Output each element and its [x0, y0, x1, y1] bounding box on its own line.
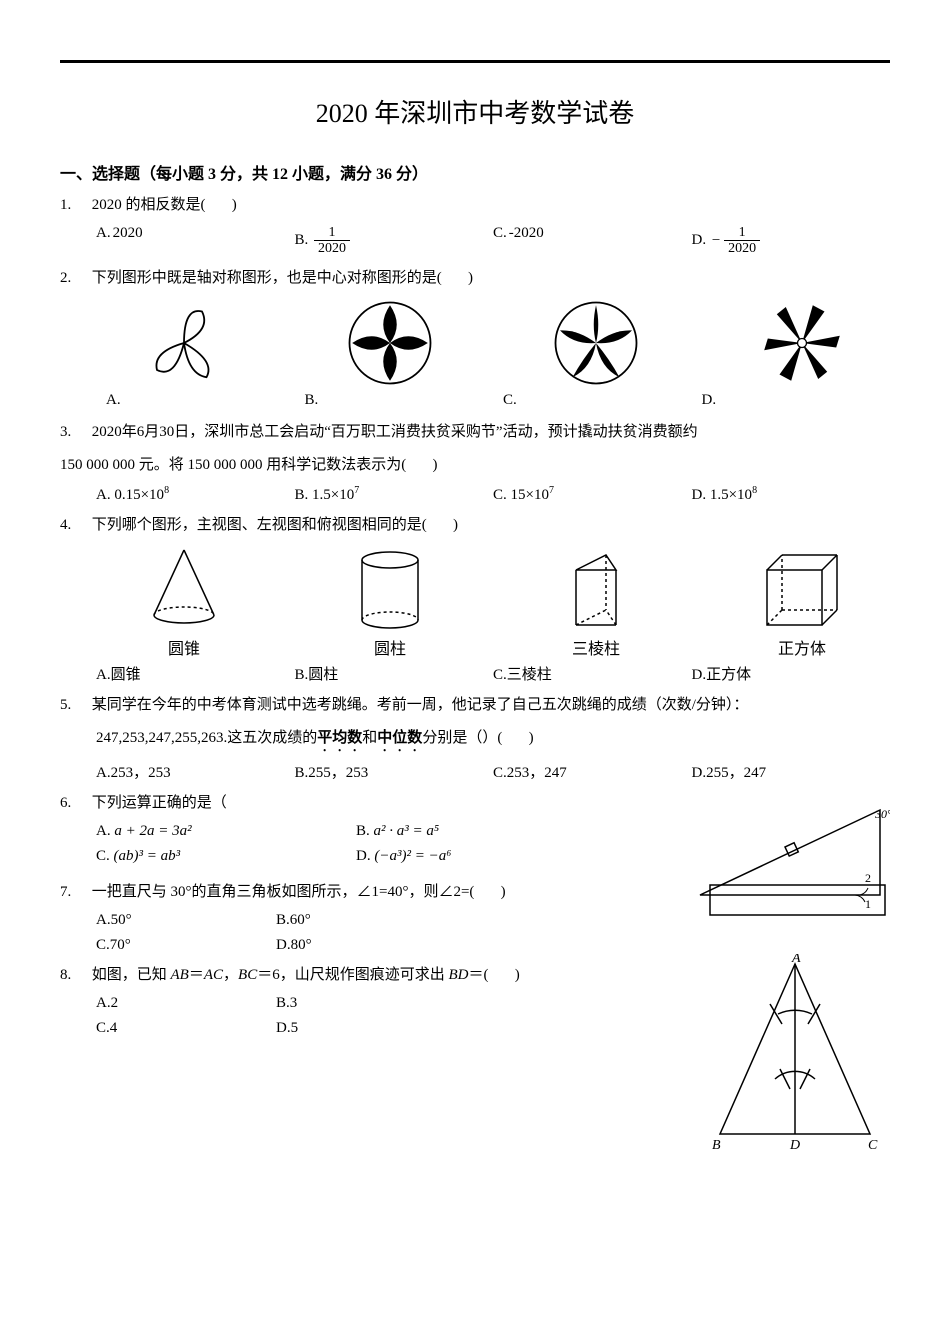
q4-figures: 圆锥 圆柱: [96, 545, 890, 659]
fig-label-1: 1: [865, 897, 871, 911]
q5-line2: 247,253,247,255,263.这五次成绩的平均数和中位数分别是（）( …: [96, 725, 890, 755]
cylinder-icon: [350, 545, 430, 635]
q4-figD: 正方体: [714, 545, 890, 659]
ruler-triangle-icon: 30° 2 1: [680, 800, 890, 940]
q4-figC: 三棱柱: [508, 545, 684, 659]
fig-angle-label: 30°: [874, 807, 890, 821]
q3-options: A. 0.15×108 B. 1.5×107 C. 15×107 D. 1.5×…: [96, 485, 890, 504]
q1-paren: ): [209, 192, 259, 219]
q1-optD: D. − 12020: [692, 225, 891, 257]
top-rule: [60, 60, 890, 63]
q1-optC: C.-2020: [493, 225, 692, 257]
q1-optA: A.2020: [96, 225, 295, 257]
section-header: 一、选择题（每小题 3 分，共 12 小题，满分 36 分）: [60, 160, 890, 184]
isoceles-construction-icon: A B D C: [700, 954, 890, 1154]
q1-optB: B. 12020: [295, 225, 494, 257]
q2-figB: [302, 298, 478, 388]
q1-number: 1.: [60, 192, 88, 219]
fan-6-icon: [757, 298, 847, 388]
q3-optB: B. 1.5×107: [295, 485, 494, 504]
quatrefoil-icon: [345, 298, 435, 388]
q6-optC: C. (ab)³ = ab³: [96, 848, 356, 865]
q8-options: A.2 B.3 C.4 D.5: [96, 995, 456, 1037]
q3-optD: D. 1.5×108: [692, 485, 891, 504]
question-3: 3. 2020年6月30日，深圳市总工会启动“百万职工消费扶贫采购节”活动，预计…: [60, 419, 890, 446]
q1-text: 2020 的相反数是(: [92, 197, 206, 213]
q8-figure: A B D C: [700, 954, 890, 1159]
q6-optD: D. (−a³)² = −a⁶: [356, 848, 616, 865]
q4-figB: 圆柱: [302, 545, 478, 659]
cube-icon: [757, 545, 847, 635]
q2-text: 下列图形中既是轴对称图形，也是中心对称图形的是(: [92, 270, 442, 286]
q3-optC: C. 15×107: [493, 485, 692, 504]
q3-text1: 2020年6月30日，深圳市总工会启动“百万职工消费扶贫采购节”活动，预计撬动扶…: [92, 424, 698, 440]
svg-text:A: A: [791, 954, 801, 966]
q6-options: A. a + 2a = 3a² B. a² · a³ = a⁵ C. (ab)³…: [96, 823, 616, 865]
q7-options: A.50° B.60° C.70° D.80°: [96, 912, 456, 954]
q2-figA: [96, 298, 272, 388]
question-2: 2. 下列图形中既是轴对称图形，也是中心对称图形的是( ): [60, 265, 890, 292]
q2-figC: [508, 298, 684, 388]
fig-label-2: 2: [865, 871, 871, 885]
q2-number: 2.: [60, 265, 88, 292]
triangular-prism-icon: [556, 545, 636, 635]
question-5: 5. 某同学在今年的中考体育测试中选考跳绳。考前一周，他记录了自己五次跳绳的成绩…: [60, 692, 890, 719]
q7-figure: 30° 2 1: [680, 800, 890, 945]
pentastar-icon: [551, 298, 641, 388]
question-1: 1. 2020 的相反数是( ): [60, 192, 890, 219]
q6-optA: A. a + 2a = 3a²: [96, 823, 356, 840]
question-4: 4. 下列哪个图形，主视图、左视图和俯视图相同的是( ): [60, 512, 890, 539]
q4-options: A.圆锥 B.圆柱 C.三棱柱 D.正方体: [96, 663, 890, 684]
q2-labels: A. B. C. D.: [96, 392, 890, 409]
pinwheel-3-icon: [139, 298, 229, 388]
q5-options: A.253，253 B.255，253 C.253，247 D.255，247: [96, 761, 890, 782]
exam-page: 2020 年深圳市中考数学试卷 一、选择题（每小题 3 分，共 12 小题，满分…: [0, 0, 950, 1344]
q3-number: 3.: [60, 419, 88, 446]
q3-optA: A. 0.15×108: [96, 485, 295, 504]
q2-figures: [96, 298, 890, 388]
svg-text:C: C: [868, 1138, 878, 1153]
q2-paren: ): [446, 265, 496, 292]
q1-options: A.2020 B. 12020 C.-2020 D. − 12020: [96, 225, 890, 257]
q2-figD: [714, 298, 890, 388]
q6-optB: B. a² · a³ = a⁵: [356, 823, 616, 840]
cone-icon: [144, 545, 224, 635]
svg-text:B: B: [712, 1138, 721, 1153]
svg-text:D: D: [789, 1138, 800, 1153]
q3-line2: 150 000 000 元。将 150 000 000 用科学记数法表示为( ): [60, 452, 890, 479]
page-title: 2020 年深圳市中考数学试卷: [60, 93, 890, 130]
q4-figA: 圆锥: [96, 545, 272, 659]
